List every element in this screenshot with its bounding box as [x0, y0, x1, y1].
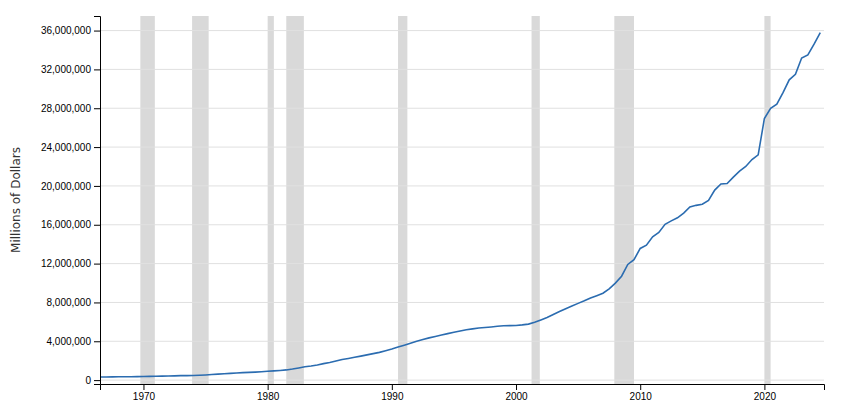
- y-tick-label: 36,000,000: [41, 25, 91, 36]
- x-tick: 1970: [133, 384, 156, 402]
- x-axis-line: [101, 385, 825, 391]
- grid-line: [100, 30, 824, 31]
- grid-line: [100, 224, 824, 225]
- y-tick: 32,000,000: [41, 64, 100, 75]
- y-tick-mark: [94, 380, 100, 381]
- x-tick-mark: [764, 384, 765, 390]
- recession-band: [268, 16, 274, 384]
- x-tick-mark: [516, 384, 517, 390]
- x-tick-mark: [268, 384, 269, 390]
- marks: [100, 16, 824, 384]
- grid-line: [100, 185, 824, 186]
- recession-band: [764, 16, 770, 384]
- y-tick: 8,000,000: [47, 297, 101, 308]
- plot: 1970 1980 1990 2000 2010 2020 0 4,000,000 8,000,…: [41, 16, 825, 402]
- recession-band: [614, 16, 634, 384]
- y-tick-label: 8,000,000: [47, 297, 92, 308]
- y-tick: 16,000,000: [41, 219, 100, 230]
- x-tick: 2000: [505, 384, 528, 402]
- recession-band: [140, 16, 154, 384]
- y-tick-mark: [94, 186, 100, 187]
- y-tick: 12,000,000: [41, 258, 100, 269]
- y-tick-mark: [94, 31, 100, 32]
- x-tick-label: 1970: [133, 391, 156, 402]
- y-tick-label: 28,000,000: [41, 103, 91, 114]
- y-tick-label: 16,000,000: [41, 219, 91, 230]
- x-tick: 1990: [381, 384, 404, 402]
- y-tick-label: 0: [85, 375, 91, 386]
- x-tick: 2010: [630, 384, 653, 402]
- x-tick-label: 1990: [381, 391, 404, 402]
- y-tick-mark: [94, 341, 100, 342]
- y-axis-title: Millions of Dollars: [9, 147, 23, 253]
- x-tick-mark: [143, 384, 144, 390]
- y-tick-label: 4,000,000: [47, 336, 92, 347]
- grid-line: [100, 341, 824, 342]
- y-tick: 20,000,000: [41, 181, 100, 192]
- y-tick: 0: [85, 375, 100, 386]
- x-tick-mark: [392, 384, 393, 390]
- grid-line: [100, 69, 824, 70]
- recession-band: [532, 16, 540, 384]
- grid: [100, 31, 824, 381]
- grid-line: [100, 302, 824, 303]
- x-tick: 1980: [257, 384, 280, 402]
- recession-band: [398, 16, 407, 384]
- y-tick: 4,000,000: [47, 336, 101, 347]
- y-tick-mark: [94, 108, 100, 109]
- y-tick-mark: [94, 147, 100, 148]
- y-tick-label: 24,000,000: [41, 142, 91, 153]
- x-axis: 1970 1980 1990 2000 2010 2020: [101, 384, 825, 402]
- y-tick-mark: [94, 302, 100, 303]
- y-tick-label: 12,000,000: [41, 258, 91, 269]
- grid-line: [100, 380, 824, 381]
- x-tick-mark: [640, 384, 641, 390]
- grid-line: [100, 108, 824, 109]
- y-axis: 0 4,000,000 8,000,000 12,000,000 16,000,000 2…: [41, 17, 101, 386]
- y-tick: 28,000,000: [41, 103, 100, 114]
- y-tick-label: 32,000,000: [41, 64, 91, 75]
- x-tick-label: 2000: [505, 391, 528, 402]
- chart: 1970 1980 1990 2000 2010 2020 0 4,000,000 8,000,…: [0, 0, 848, 418]
- y-tick-label: 20,000,000: [41, 181, 91, 192]
- y-tick: 36,000,000: [41, 25, 100, 36]
- x-tick-label: 2020: [754, 391, 777, 402]
- x-tick: 2020: [754, 384, 777, 402]
- recessions: [140, 16, 770, 384]
- y-tick-mark: [94, 225, 100, 226]
- y-tick: 24,000,000: [41, 142, 100, 153]
- x-tick-label: 1980: [257, 391, 280, 402]
- recession-band: [286, 16, 304, 384]
- x-tick-label: 2010: [630, 391, 653, 402]
- y-tick-mark: [94, 69, 100, 70]
- line: [100, 33, 820, 378]
- grid-line: [100, 263, 824, 264]
- y-axis-line: [94, 17, 101, 385]
- recession-band: [192, 16, 209, 384]
- y-tick-mark: [94, 264, 100, 265]
- grid-line: [100, 147, 824, 148]
